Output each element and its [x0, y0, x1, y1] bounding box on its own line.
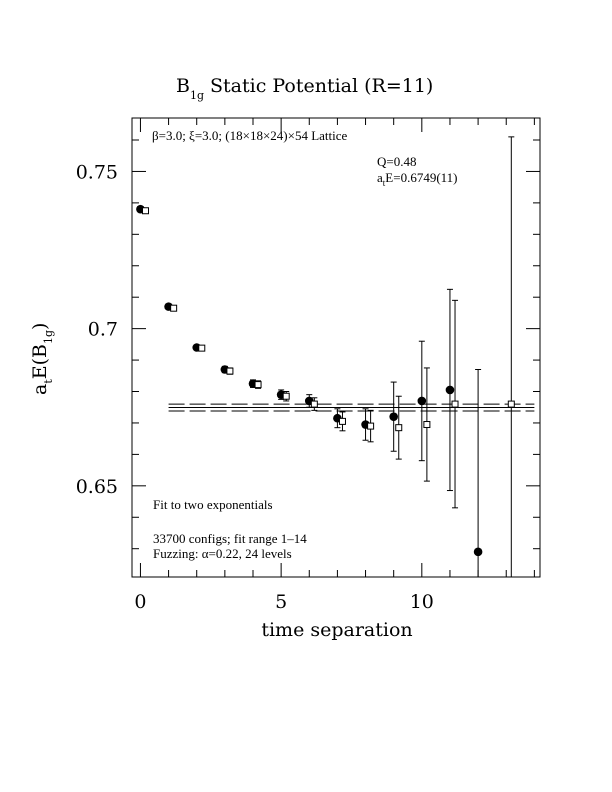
y-label-sub1: t: [42, 379, 55, 384]
data-point-square: [170, 304, 178, 312]
data-point-square: [395, 424, 403, 432]
y-label-end: ): [29, 323, 51, 330]
y-label-main: a: [29, 384, 51, 395]
chart-title: B1g Static Potential (R=11): [176, 75, 433, 102]
data-point-square: [338, 417, 346, 425]
data-point-square: [198, 344, 206, 352]
data-point-square: [310, 400, 318, 408]
fit-energy-rest: E=0.6749(11): [385, 170, 457, 185]
tick-labels: 0 5 10 0.65 0.7 0.75: [76, 161, 434, 613]
plot-frame: [131, 117, 541, 578]
q-label: Q=0.48: [377, 154, 416, 169]
x-tick-label: 0: [134, 591, 146, 613]
data-point-square: [254, 381, 262, 389]
y-label-sub2: 1g: [42, 330, 55, 344]
title-rest: Static Potential (R=11): [210, 75, 433, 97]
title-main: B: [176, 75, 190, 97]
data-point-square: [282, 392, 290, 400]
data-point-square: [451, 400, 459, 408]
fit-energy-sub: t: [383, 178, 386, 188]
y-label-mid: E(B: [29, 344, 51, 379]
y-tick-label: 0.7: [88, 319, 118, 341]
fit-note: Fit to two exponentials: [153, 497, 273, 512]
fit-band: [168, 403, 535, 412]
data-point-circle: [389, 412, 398, 421]
data-point-circle: [417, 396, 427, 406]
title-subscript: 1g: [190, 89, 204, 102]
y-tick-label: 0.65: [76, 476, 118, 498]
data-point-square: [226, 367, 234, 375]
data-point-circle: [473, 547, 483, 557]
y-axis-label: atE(B1g): [29, 323, 55, 395]
data-points: [136, 204, 515, 557]
y-tick-label: 0.75: [76, 161, 118, 183]
data-point-square: [423, 421, 431, 429]
x-axis-label: time separation: [261, 619, 412, 641]
x-tick-label: 5: [275, 591, 287, 613]
axis-ticks: [132, 118, 540, 577]
fit-energy-main: a: [377, 170, 383, 185]
fit-energy-label: atE=0.6749(11): [377, 170, 458, 188]
lattice-label: β=3.0; ξ=3.0; (18×18×24)×54 Lattice: [152, 128, 348, 143]
data-point-square: [507, 400, 515, 408]
data-point-square: [367, 422, 375, 430]
x-tick-label: 10: [410, 591, 434, 613]
data-point-circle: [445, 385, 455, 395]
data-point-square: [142, 207, 150, 215]
configs-note: 33700 configs; fit range 1–14: [153, 531, 307, 546]
fuzzing-note: Fuzzing: α=0.22, 24 levels: [153, 546, 292, 561]
